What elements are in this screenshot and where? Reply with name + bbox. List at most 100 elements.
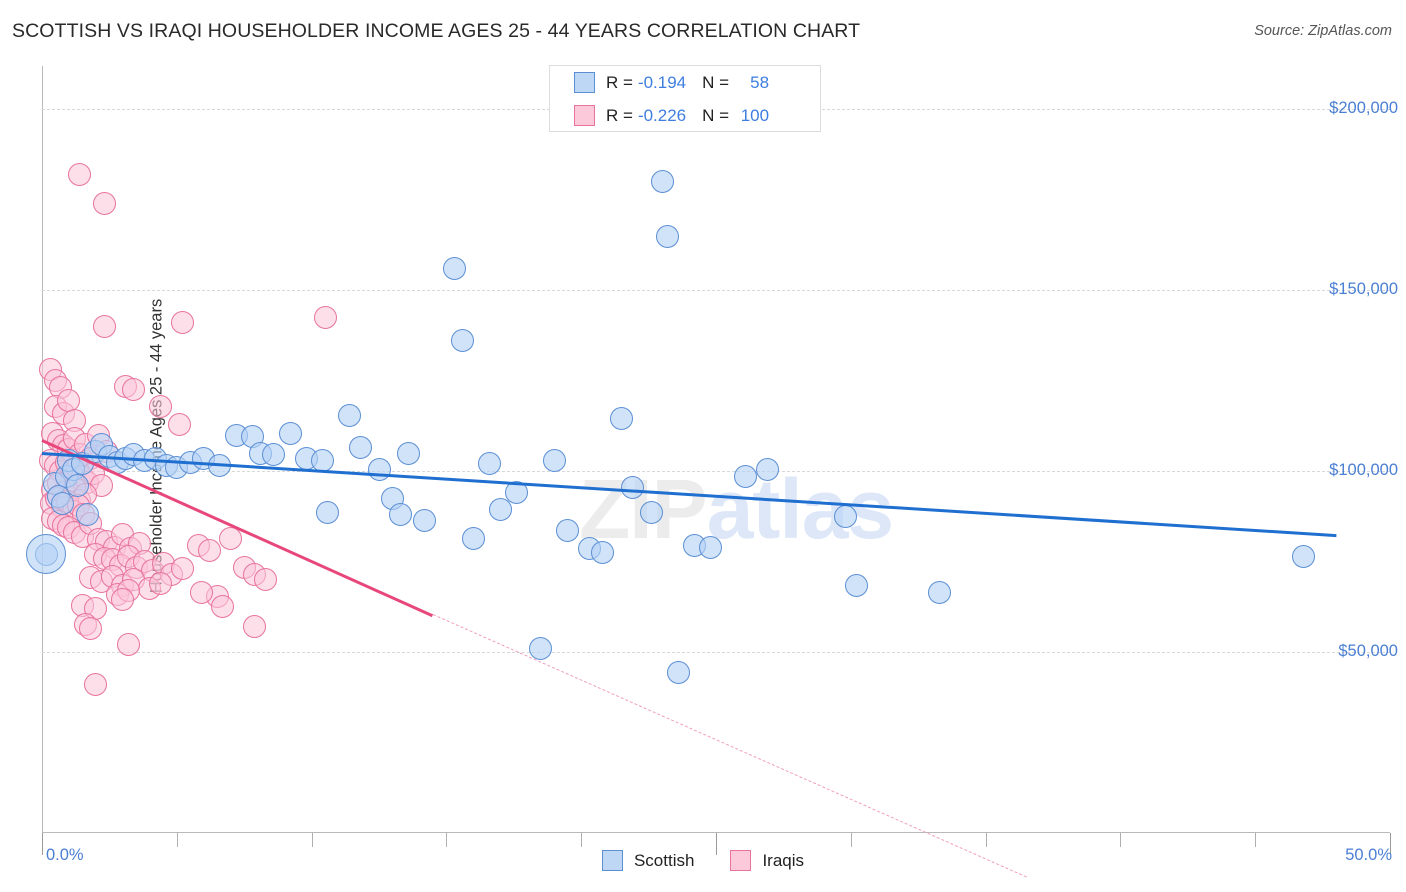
- legend-item-scottish[interactable]: Scottish: [601, 850, 695, 871]
- legend-label-scottish: Scottish: [633, 850, 695, 870]
- scatter-point: [620, 475, 644, 499]
- scatter-point: [591, 541, 615, 565]
- scatter-point: [1292, 544, 1316, 568]
- gridline: [42, 290, 1390, 292]
- scatter-point: [79, 617, 103, 641]
- scatter-point: [189, 580, 213, 604]
- scatter-point: [734, 465, 758, 489]
- scatter-point: [833, 504, 857, 528]
- scatter-point: [211, 595, 235, 619]
- y-axis-tick-label: $100,000: [1329, 461, 1398, 480]
- scatter-point: [413, 508, 437, 532]
- scatter-point: [488, 497, 512, 521]
- gridline: [42, 471, 1390, 473]
- scatter-point: [755, 457, 779, 481]
- scatter-point: [92, 314, 116, 338]
- scatter-point: [84, 673, 108, 697]
- scatter-point: [928, 580, 952, 604]
- scatter-point: [451, 329, 475, 353]
- scatter-point: [556, 519, 580, 543]
- scatter-point: [650, 170, 674, 194]
- scatter-point: [348, 436, 372, 460]
- scatter-point: [243, 615, 267, 639]
- x-axis-tick: [581, 833, 583, 847]
- scatter-point: [167, 412, 191, 436]
- gridline: [42, 652, 1390, 654]
- r-label-iraqis: R =: [606, 105, 633, 125]
- legend-item-iraqis[interactable]: Iraqis: [730, 850, 804, 871]
- scatter-point: [639, 501, 663, 525]
- scatter-point: [116, 633, 140, 657]
- scatter-point: [844, 573, 868, 597]
- trend-line-scottish: [41, 452, 1337, 538]
- correlation-stats-legend: R = -0.194 N = 58 R = -0.226 N = 100: [549, 65, 821, 132]
- x-axis-tick: [311, 833, 313, 847]
- scatter-point: [26, 534, 67, 575]
- n-value-iraqis: 100: [740, 105, 770, 125]
- legend-swatch-iraqis-icon: [730, 850, 752, 871]
- y-axis-tick-label: $150,000: [1329, 280, 1398, 299]
- plot-area: ZIPatlas: [26, 66, 1391, 878]
- scatter-point: [389, 503, 413, 527]
- scatter-point: [68, 163, 92, 187]
- swatch-iraqis-icon: [574, 105, 595, 126]
- x-axis-tick: [1255, 833, 1257, 847]
- trend-line-iraqis-extrapolated: [432, 614, 1027, 878]
- scatter-point: [254, 568, 278, 592]
- x-axis-tick: [446, 833, 448, 847]
- x-axis-tick: [1120, 833, 1122, 847]
- scatter-point: [655, 224, 679, 248]
- scatter-point: [337, 403, 361, 427]
- scatter-point: [208, 454, 232, 478]
- series-legend: Scottish Iraqis: [0, 850, 1406, 871]
- x-axis-tick: [985, 833, 987, 847]
- source-attribution: Source: ZipAtlas.com: [1254, 23, 1392, 39]
- y-axis-tick-label: $50,000: [1338, 642, 1398, 661]
- x-axis-tick: [42, 833, 43, 855]
- stats-row-iraqis: R = -0.226 N = 100: [550, 99, 820, 132]
- x-axis-line: [42, 832, 1390, 833]
- swatch-scottish-icon: [574, 72, 595, 93]
- scatter-point: [149, 571, 173, 595]
- y-axis-line: [42, 66, 43, 833]
- x-axis-label-max: 50.0%: [1345, 846, 1392, 864]
- scatter-point: [542, 448, 566, 472]
- x-axis-tick: [1390, 833, 1391, 855]
- scatter-point: [197, 539, 221, 563]
- n-value-scottish: 58: [750, 72, 770, 92]
- scatter-point: [666, 660, 690, 684]
- n-label-iraqis: N =: [702, 105, 730, 125]
- scatter-point: [310, 448, 334, 472]
- scatter-point: [610, 407, 634, 431]
- scatter-point: [367, 457, 391, 481]
- r-value-scottish: -0.194: [637, 72, 687, 92]
- scatter-point: [316, 501, 340, 525]
- scatter-point: [504, 481, 528, 505]
- scatter-point: [461, 526, 485, 550]
- n-label-scottish: N =: [702, 72, 730, 92]
- x-axis-tick: [850, 833, 852, 847]
- r-label-scottish: R =: [606, 72, 633, 92]
- scatter-point: [122, 378, 146, 402]
- scatter-point: [149, 394, 173, 418]
- scatter-point: [442, 257, 466, 281]
- x-axis-tick: [176, 833, 178, 847]
- x-axis-tick: [716, 833, 717, 855]
- x-axis-label-min: 0.0%: [46, 846, 84, 864]
- scatter-point: [76, 503, 100, 527]
- scatter-point: [529, 636, 553, 660]
- scatter-point: [478, 452, 502, 476]
- scatter-point: [50, 492, 74, 516]
- scatter-point: [262, 443, 286, 467]
- legend-swatch-scottish-icon: [601, 850, 623, 871]
- scatter-point: [170, 311, 194, 335]
- scatter-point: [219, 526, 243, 550]
- scatter-point: [278, 421, 302, 445]
- scatter-point: [170, 557, 194, 581]
- y-axis-tick-label: $200,000: [1329, 99, 1398, 118]
- scatter-point: [699, 535, 723, 559]
- legend-label-iraqis: Iraqis: [762, 850, 805, 870]
- scatter-point: [111, 588, 135, 612]
- stats-row-scottish: R = -0.194 N = 58: [550, 66, 820, 99]
